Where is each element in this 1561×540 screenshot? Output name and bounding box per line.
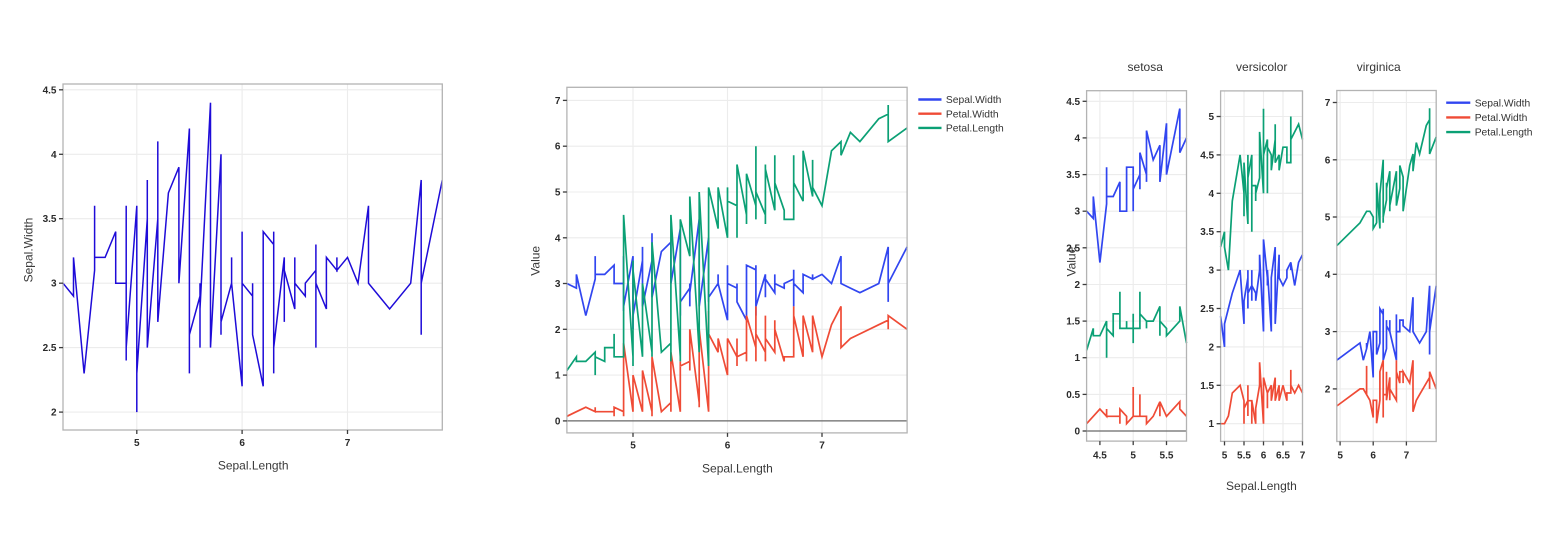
svg-text:Sepal.Width: Sepal.Width bbox=[1475, 98, 1531, 109]
svg-text:4: 4 bbox=[1209, 189, 1215, 200]
svg-text:5: 5 bbox=[1337, 451, 1343, 462]
svg-text:6.5: 6.5 bbox=[1276, 451, 1290, 462]
svg-text:0: 0 bbox=[1075, 427, 1081, 438]
svg-text:6: 6 bbox=[1261, 451, 1267, 462]
svg-text:Value: Value bbox=[529, 246, 543, 276]
svg-text:6: 6 bbox=[1370, 451, 1376, 462]
svg-text:4: 4 bbox=[555, 233, 561, 244]
svg-text:3: 3 bbox=[1325, 327, 1331, 338]
svg-text:2: 2 bbox=[555, 325, 561, 336]
svg-text:4.5: 4.5 bbox=[1066, 97, 1080, 108]
svg-text:4.5: 4.5 bbox=[1200, 150, 1214, 161]
svg-text:Sepal.Length: Sepal.Length bbox=[702, 462, 773, 476]
svg-text:5: 5 bbox=[1130, 450, 1136, 461]
svg-text:2.5: 2.5 bbox=[43, 343, 57, 354]
svg-text:1: 1 bbox=[1209, 419, 1215, 430]
svg-text:3: 3 bbox=[1075, 207, 1081, 218]
svg-text:versicolor: versicolor bbox=[1236, 60, 1287, 74]
svg-text:Petal.Width: Petal.Width bbox=[946, 109, 999, 120]
svg-text:2: 2 bbox=[1325, 384, 1331, 395]
svg-text:7: 7 bbox=[819, 441, 825, 452]
svg-text:5: 5 bbox=[134, 438, 140, 449]
svg-text:3.5: 3.5 bbox=[1200, 227, 1214, 238]
svg-text:1: 1 bbox=[555, 371, 561, 382]
svg-text:1.5: 1.5 bbox=[1200, 381, 1214, 392]
svg-text:2: 2 bbox=[1075, 280, 1081, 291]
svg-text:3: 3 bbox=[51, 279, 57, 290]
svg-text:5: 5 bbox=[1222, 451, 1228, 462]
svg-text:2.5: 2.5 bbox=[1200, 304, 1214, 315]
svg-text:Sepal.Width: Sepal.Width bbox=[946, 95, 1002, 106]
svg-text:5.5: 5.5 bbox=[1160, 450, 1174, 461]
svg-text:Value: Value bbox=[1064, 246, 1078, 276]
svg-text:Sepal.Length: Sepal.Length bbox=[218, 459, 289, 473]
svg-text:0: 0 bbox=[555, 416, 561, 427]
svg-text:1: 1 bbox=[1075, 353, 1081, 364]
svg-text:6: 6 bbox=[555, 142, 561, 153]
svg-text:2.5: 2.5 bbox=[1066, 243, 1080, 254]
svg-text:7: 7 bbox=[1325, 98, 1331, 109]
svg-text:Sepal.Width: Sepal.Width bbox=[22, 218, 36, 283]
svg-text:Petal.Length: Petal.Length bbox=[1475, 128, 1533, 139]
svg-text:6: 6 bbox=[725, 441, 731, 452]
svg-text:3.5: 3.5 bbox=[43, 214, 57, 225]
svg-text:4.5: 4.5 bbox=[43, 85, 57, 96]
svg-text:5.5: 5.5 bbox=[1237, 451, 1251, 462]
svg-text:7: 7 bbox=[345, 438, 351, 449]
svg-text:3.5: 3.5 bbox=[1066, 170, 1080, 181]
svg-text:7: 7 bbox=[555, 96, 561, 107]
svg-text:Petal.Length: Petal.Length bbox=[946, 124, 1004, 135]
svg-text:Sepal.Length: Sepal.Length bbox=[1226, 479, 1297, 493]
svg-text:6: 6 bbox=[239, 438, 245, 449]
svg-text:4.5: 4.5 bbox=[1093, 450, 1107, 461]
svg-text:setosa: setosa bbox=[1128, 60, 1164, 74]
svg-text:Petal.Width: Petal.Width bbox=[1475, 113, 1528, 124]
svg-text:7: 7 bbox=[1404, 451, 1410, 462]
svg-text:3: 3 bbox=[1209, 266, 1215, 277]
svg-text:1.5: 1.5 bbox=[1066, 317, 1080, 328]
svg-text:5: 5 bbox=[1325, 213, 1331, 224]
svg-text:5: 5 bbox=[1209, 112, 1215, 123]
svg-text:2: 2 bbox=[1209, 342, 1215, 353]
svg-text:6: 6 bbox=[1325, 155, 1331, 166]
svg-text:virginica: virginica bbox=[1357, 60, 1401, 74]
svg-text:0.5: 0.5 bbox=[1066, 390, 1080, 401]
svg-text:2: 2 bbox=[51, 408, 57, 419]
svg-text:5: 5 bbox=[630, 441, 636, 452]
svg-text:4: 4 bbox=[1325, 270, 1331, 281]
svg-text:4: 4 bbox=[1075, 133, 1081, 144]
svg-text:3: 3 bbox=[555, 279, 561, 290]
svg-text:5: 5 bbox=[555, 188, 561, 199]
svg-text:4: 4 bbox=[51, 150, 57, 161]
svg-text:7: 7 bbox=[1300, 451, 1306, 462]
